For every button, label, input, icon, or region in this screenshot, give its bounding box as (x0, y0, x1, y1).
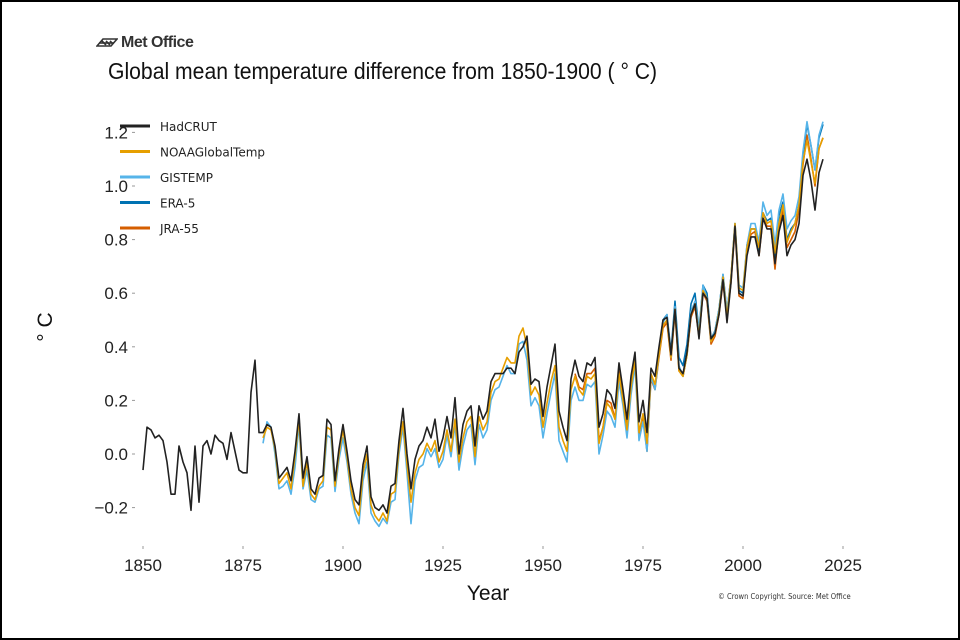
legend-label: NOAAGlobalTemp (160, 146, 265, 160)
x-tick-label: 1975 (624, 556, 662, 575)
legend-label: ERA-5 (160, 197, 195, 211)
y-tick-label: 0.6 (104, 284, 128, 303)
legend-item: HadCRUT (120, 120, 217, 134)
legend-item: ERA-5 (120, 197, 195, 211)
y-axis-label: ° C (34, 312, 57, 341)
x-axis-label: Year (467, 582, 509, 605)
legend-item: GISTEMP (120, 171, 213, 185)
legend: HadCRUT NOAAGlobalTemp GISTEMP ERA-5 JRA-55 (120, 120, 265, 236)
x-tick-label: 1900 (324, 556, 362, 575)
y-tick-label: 0.2 (104, 391, 128, 410)
y-tick-label: 0.8 (104, 231, 128, 250)
met-office-logo: Met Office (96, 34, 194, 52)
series-lines (142, 120, 824, 528)
chart-title: Global mean temperature difference from … (108, 58, 658, 84)
x-tick-label: 1875 (224, 556, 262, 575)
legend-label: GISTEMP (160, 171, 213, 185)
y-axis: −0.2 0.0 0.2 0.4 0.6 0.8 1.0 1.2 (94, 123, 135, 518)
series-line-era-5 (658, 123, 824, 367)
y-tick-label: 1.2 (104, 123, 128, 142)
legend-label: HadCRUT (160, 120, 217, 134)
x-tick-label: 2025 (824, 556, 862, 575)
series-line-jra-55 (574, 134, 824, 453)
x-tick-label: 1850 (124, 556, 162, 575)
copyright-note: © Crown Copyright. Source: Met Office (718, 592, 851, 601)
x-tick-label: 1925 (424, 556, 462, 575)
legend-item: JRA-55 (120, 222, 199, 236)
x-tick-label: 2000 (724, 556, 762, 575)
series-line-gistemp (262, 120, 824, 528)
legend-item: NOAAGlobalTemp (120, 146, 265, 160)
y-tick-label: 1.0 (104, 177, 128, 196)
logo-text: Met Office (121, 34, 194, 51)
series-line-hadcrut (142, 158, 824, 514)
met-office-logo-icon (96, 38, 118, 47)
x-axis: 1850 1875 1900 1925 1950 1975 2000 2025 (124, 546, 862, 575)
legend-label: JRA-55 (159, 222, 199, 236)
y-tick-label: −0.2 (94, 499, 128, 518)
y-tick-label: 0.0 (104, 445, 128, 464)
x-tick-label: 1950 (524, 556, 562, 575)
y-tick-label: 0.4 (104, 338, 128, 357)
